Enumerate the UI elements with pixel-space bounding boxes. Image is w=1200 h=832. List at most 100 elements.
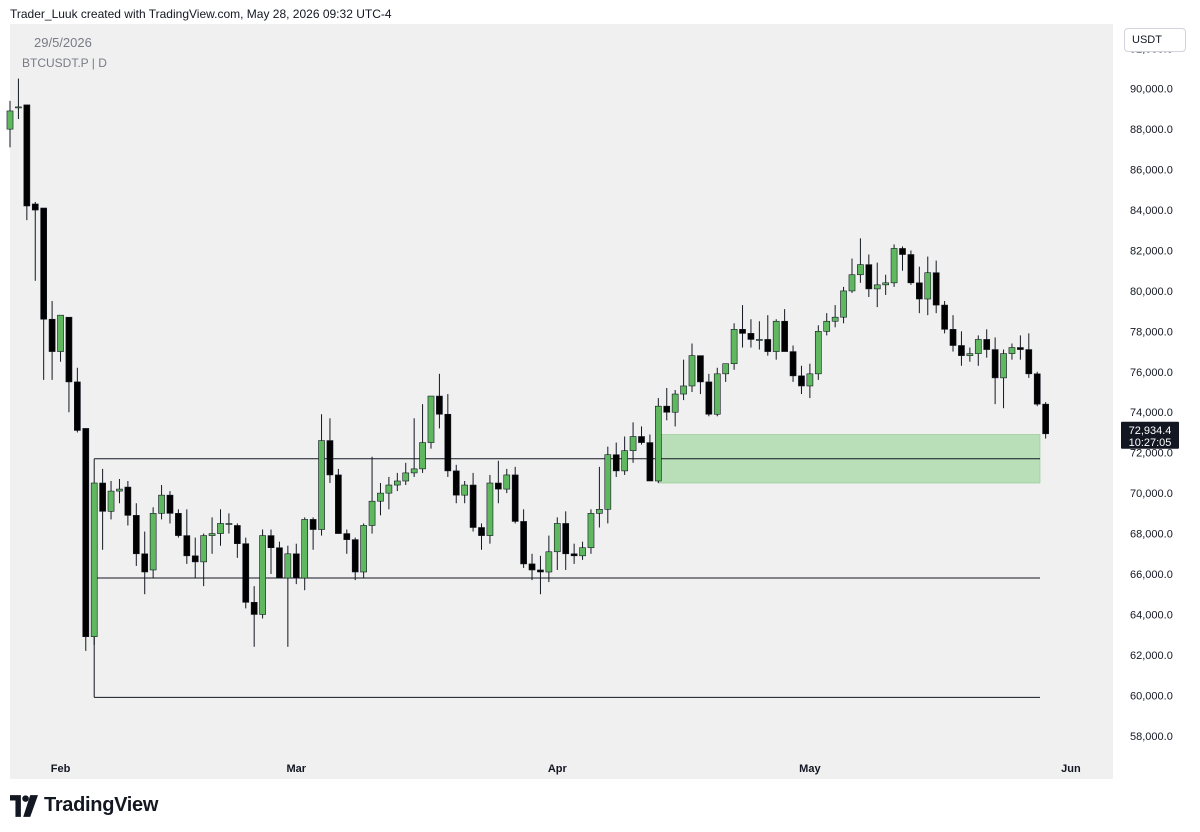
candle-body [537,569,544,573]
brand-name: TradingView [44,794,159,816]
candle-body [343,533,351,540]
candle-body [74,381,81,431]
candle-body [1017,347,1024,350]
candle-body [461,484,469,496]
candle-body [141,553,149,573]
legend-symbol[interactable]: BTCUSDT.P | D [22,56,107,70]
candle-body [166,494,174,514]
candle-body [511,474,519,522]
candle-body [899,248,906,255]
candle-body [292,553,300,579]
candle-body [621,450,628,472]
candle-body [469,484,477,528]
candle-body [31,203,39,211]
candle-body [890,248,898,284]
candle-body [242,543,250,603]
candle-body [495,482,502,490]
candle-body [393,480,401,486]
candle-body [646,442,654,482]
candle-body [907,254,915,284]
candle-countdown: 10:27:05 [1129,437,1172,449]
candle-body [124,486,132,516]
y-axis-tick-label: 84,000.0 [1130,205,1173,217]
candle-body [15,106,22,109]
candle-body [958,345,965,356]
y-axis-tick-label: 64,000.0 [1130,609,1173,621]
candle-body [596,509,603,514]
candle-body [579,547,586,557]
y-axis-tick-label: 68,000.0 [1130,529,1173,541]
y-axis-tick-label: 74,000.0 [1130,407,1173,419]
price-axis-background [1113,24,1200,779]
candle-body [1042,403,1049,435]
currency-button[interactable]: USDT [1124,28,1186,52]
y-axis-tick-label: 80,000.0 [1130,286,1173,298]
candle-body [814,331,822,375]
candle-body [385,484,393,494]
x-axis-tick-label: Apr [548,763,568,775]
candle-body [924,272,932,300]
candle-body [360,525,367,573]
candle-body [857,264,864,276]
candle-body [452,470,460,496]
candle-body [225,523,233,525]
attribution-header: Trader_Luuk created with TradingView.com… [10,7,392,21]
candle-body [612,454,620,472]
y-axis-tick-label: 70,000.0 [1130,488,1173,500]
candle-body [697,355,704,383]
candle-body [48,318,56,352]
candle-body [1025,349,1033,375]
candle-body [983,339,991,350]
candle-body [444,413,452,472]
candle-body [941,304,948,330]
y-axis-tick-label: 60,000.0 [1130,690,1173,702]
candle-body [318,440,325,530]
candle-body [966,353,974,356]
candle-body [309,519,317,530]
candles-group [6,78,1049,651]
candle-body [722,363,730,375]
candle-body [806,373,814,387]
candle-body [520,521,527,565]
y-axis-tick-label: 82,000.0 [1130,245,1173,257]
candle-body [932,272,940,306]
legend-date: 29/5/2026 [34,35,92,50]
candle-body [831,316,839,322]
last-price-label [1121,421,1179,449]
candle-body [427,395,435,443]
candle-body [351,539,359,573]
candle-body [368,500,376,526]
candle-body [562,523,570,555]
candle-body [301,519,309,579]
candle-body [587,513,595,549]
footer-logo[interactable]: TradingView [10,794,158,817]
candle-body [1000,353,1007,379]
y-axis-tick-label: 88,000.0 [1130,124,1173,136]
candle-body [873,284,881,290]
candle-body [478,527,485,536]
candle-body [739,329,746,334]
candle-body [6,110,14,130]
candle-body [40,207,48,320]
candle-body [276,547,283,579]
candle-body [713,373,721,415]
candle-body [191,555,199,563]
candle-body [90,482,98,637]
candle-body [553,523,561,553]
candle-body [949,329,957,346]
candle-body [756,339,763,341]
candle-body [747,333,755,340]
plot-background [10,24,1113,779]
candle-body [1008,347,1016,354]
candle-body [823,320,831,332]
candle-body [688,355,696,387]
candle-body [865,264,873,290]
candle-body [1033,373,1041,405]
y-axis-tick-label: 58,000.0 [1130,731,1173,743]
candle-body [23,104,31,207]
candle-body [545,551,553,573]
candle-body [503,474,511,490]
candle-body [798,375,805,387]
